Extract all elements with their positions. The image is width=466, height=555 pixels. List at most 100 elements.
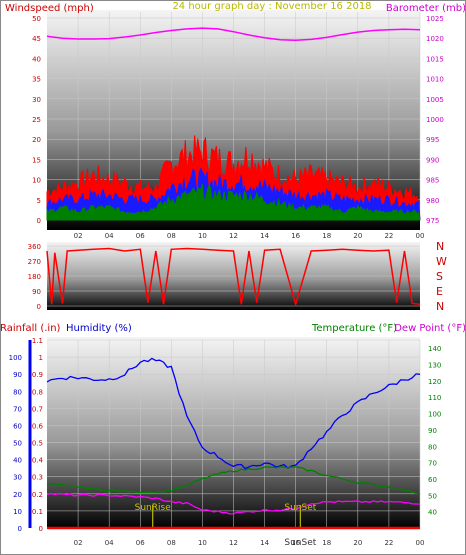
rainfall-tick-label: 0.1 <box>32 508 43 516</box>
sunset-label: SunSet <box>284 503 316 513</box>
temperature-axis-label: Temperature (°F) <box>311 323 397 334</box>
temperature-x-tick-label: 02 <box>74 539 83 547</box>
rainfall-tick-label: 0.4 <box>32 457 44 465</box>
wind-x-tick-label: 06 <box>136 232 145 240</box>
rainfall-tick-label: 1 <box>39 354 43 362</box>
humidity-axis-label: Humidity (%) <box>66 323 132 334</box>
wind-tick-label: 20 <box>32 136 41 144</box>
wind-tick-label: 30 <box>32 96 41 104</box>
temperature-x-tick-label: 20 <box>353 539 362 547</box>
wind-tick-label: 40 <box>32 55 41 63</box>
wind-tick-label: 10 <box>32 177 41 185</box>
rainfall-tick-label: 1.1 <box>32 337 43 345</box>
wind-x-tick-label: 00 <box>416 232 425 240</box>
humidity-tick-label: 40 <box>13 457 22 465</box>
wind-x-tick-label: 10 <box>198 232 207 240</box>
temperature-x-tick-label: 18 <box>322 539 331 547</box>
wind-x-tick-label: 04 <box>105 232 114 240</box>
humidity-tick-label: 10 <box>13 508 22 516</box>
temperature-x-tick-label: 22 <box>384 539 393 547</box>
wind-series-wind-low <box>46 184 421 221</box>
humidity-tick-label: 100 <box>9 354 22 362</box>
humidity-temperature-panel: 0 0.1 0.2 0.3 0.4 0.5 0.6 0.7 0.8 0.9 1 1.1 0 10 20 30… <box>0 323 466 548</box>
compass-label: S <box>436 270 443 283</box>
compass-label: N <box>436 300 444 313</box>
rainfall-tick-label: 0.9 <box>32 371 43 379</box>
wind-direction-line <box>46 247 421 308</box>
chart-title: 24 hour graph day : November 16 2018 <box>172 1 371 12</box>
barometer-tick-label: 1015 <box>426 55 444 63</box>
temperature-x-tick-label: 06 <box>136 539 145 547</box>
wind-tick-label: 0 <box>37 217 41 225</box>
rainfall-tick-label: 0.2 <box>32 491 43 499</box>
wind-x-tick-label: 20 <box>353 232 362 240</box>
barometer-tick-label: 1025 <box>426 15 444 23</box>
compass-label: W <box>436 255 447 268</box>
wind-tick-label: 5 <box>37 197 41 205</box>
wind-x-tick-label: 02 <box>74 232 83 240</box>
barometer-y-ticks: 975 980 985 990 995 1000 1005 1010 1015 1020 1025 <box>426 15 444 225</box>
direction-tick-label: 180 <box>28 273 41 281</box>
wind-tick-label: 15 <box>32 156 41 164</box>
compass-label: E <box>436 285 443 298</box>
rainfall-tick-label: 0.3 <box>32 474 43 482</box>
wind-tick-label: 25 <box>32 116 41 124</box>
wind-x-tick-label: 08 <box>167 232 176 240</box>
rainfall-tick-label: 0.8 <box>32 388 43 396</box>
compass-label: N <box>436 240 444 253</box>
temperature-tick-label: 130 <box>428 362 441 370</box>
temperature-x-tick-label: 08 <box>167 539 176 547</box>
wind-axis-label: Windspeed (mph) <box>5 3 94 14</box>
temperature-series <box>46 357 421 530</box>
temperature-x-tick-label: 10 <box>198 539 207 547</box>
direction-gridlines <box>47 245 420 307</box>
direction-tick-label: 360 <box>28 243 41 251</box>
temperature-x-tick-label: 00 <box>416 539 425 547</box>
barometer-tick-label: 990 <box>426 156 439 164</box>
temperature-tick-label: 110 <box>428 394 441 402</box>
barometer-tick-label: 1020 <box>426 35 444 43</box>
temperature-tick-label: 40 <box>428 509 437 517</box>
rainfall-tick-label: 0.6 <box>32 422 44 430</box>
direction-y-ticks: 0 90 180 270 360 <box>28 243 41 311</box>
barometer-line <box>46 27 421 41</box>
direction-series <box>46 247 421 308</box>
barometer-tick-label: 980 <box>426 197 439 205</box>
humidity-tick-label: 90 <box>13 371 22 379</box>
temperature-tick-label: 120 <box>428 378 441 386</box>
wind-tick-label: 35 <box>32 76 41 84</box>
rainfall-y-ticks: 0 0.1 0.2 0.3 0.4 0.5 0.6 0.7 0.8 0.9 1 1.1 <box>32 337 44 533</box>
humidity-y-ticks: 0 10 20 30 40 50 60 70 80 90 100 <box>9 354 22 533</box>
wind-tick-label: 45 <box>32 35 41 43</box>
humidity-line <box>46 357 421 470</box>
sun-markers <box>152 505 301 528</box>
temperature-x-tick-label: 14 <box>260 539 269 547</box>
wind-x-tick-label: 18 <box>322 232 331 240</box>
wind-x-tick-label: 14 <box>260 232 269 240</box>
wind-x-tick-label: 12 <box>229 232 238 240</box>
temperature-x-tick-label: 04 <box>105 539 114 547</box>
barometer-tick-label: 1010 <box>426 76 444 84</box>
rainfall-tick-label: 0.7 <box>32 405 43 413</box>
temperature-tick-label: 80 <box>428 443 437 451</box>
humidity-tick-label: 80 <box>13 388 22 396</box>
temperature-y-ticks: 40 50 60 70 80 90 100 110 120 130 140 <box>428 345 441 516</box>
sunset-axis-label: SunSet <box>284 538 316 548</box>
rainfall-axis-label: Rainfall (.in) <box>0 323 61 334</box>
temperature-tick-label: 90 <box>428 427 437 435</box>
humidity-tick-label: 20 <box>13 491 22 499</box>
humidity-tick-label: 70 <box>13 405 22 413</box>
temperature-tick-label: 140 <box>428 345 441 353</box>
sunrise-label: SunRise <box>135 503 172 513</box>
temperature-x-tick-label: 12 <box>229 539 238 547</box>
temperature-x-ticks: 02 04 06 08 10 12 14 16 18 20 22 00 <box>74 539 425 547</box>
wind-tick-label: 50 <box>32 15 41 23</box>
temperature-tick-label: 100 <box>428 411 441 419</box>
dew-point-axis-label: Dew Point (°F) <box>394 323 466 334</box>
temperature-line <box>46 466 421 495</box>
barometer-tick-label: 1005 <box>426 96 444 104</box>
humidity-tick-label: 0 <box>18 525 22 533</box>
temperature-tick-label: 70 <box>428 460 437 468</box>
